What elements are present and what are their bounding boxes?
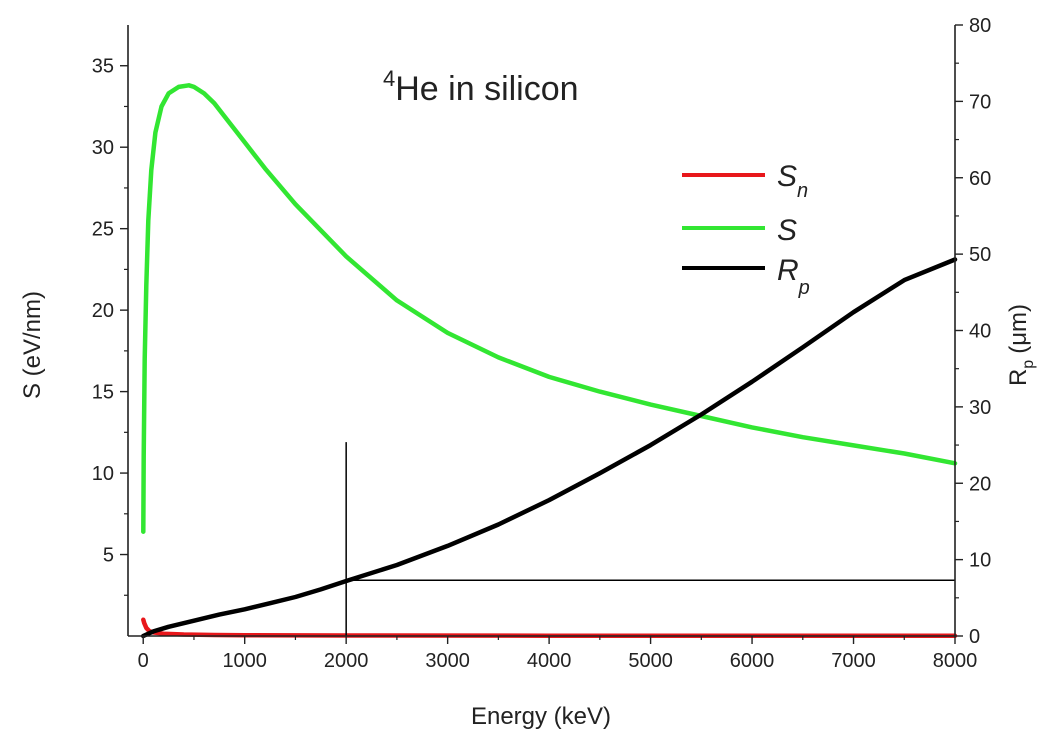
y-axis-title-right: Rp (μm) [1005, 304, 1037, 386]
x-axis-title: Energy (keV) [471, 703, 611, 730]
x-tick-label: 0 [138, 650, 149, 672]
title-text: He in silicon [395, 70, 578, 108]
y-right-tick-label: 80 [969, 15, 991, 37]
y-left-tick-label: 5 [103, 545, 114, 567]
series-lines [140, 83, 958, 639]
x-tick-label: 7000 [831, 650, 876, 672]
x-tick-label: 4000 [527, 650, 572, 672]
y-right-tick-label: 0 [969, 626, 980, 648]
x-tick-label: 3000 [425, 650, 470, 672]
y-right-tick-label: 40 [969, 321, 991, 343]
y-left-tick-label: 10 [92, 463, 114, 485]
y-left-tick-label: 35 [92, 56, 114, 78]
chart-title: 4He in silicon [383, 66, 579, 108]
y-right-tick-label: 30 [969, 397, 991, 419]
y-right-tick-label: 50 [969, 244, 991, 266]
x-tick-label: 2000 [324, 650, 369, 672]
y-right-tick-label: 20 [969, 473, 991, 495]
y-right-title-unit: (μm) [1005, 304, 1032, 354]
series-rp-line [140, 257, 958, 639]
legend-label-s: S [777, 214, 797, 247]
axes: 0 1000 2000 3000 4000 5000 6000 7000 8000 5 10 15 20… [92, 15, 992, 672]
legend-rp-sub: p [798, 277, 810, 299]
annotation-marker-lines [345, 442, 955, 636]
y-right-tick-label: 10 [969, 550, 991, 572]
y-left-tick-label: 20 [92, 300, 114, 322]
legend-label-sn: Sn [777, 160, 808, 202]
y-left-tick-label: 25 [92, 219, 114, 241]
y-axis-title-left: S (eV/nm) [19, 291, 46, 399]
series-sn-line [141, 617, 958, 639]
x-tick-label: 6000 [730, 650, 775, 672]
legend-sn-sub: n [797, 180, 808, 202]
y-right-title-sub: p [1020, 360, 1037, 369]
legend-label-rp: Rp [777, 254, 810, 299]
legend-sn-main: S [777, 160, 797, 193]
legend-rp-main: R [777, 254, 799, 287]
y-right-tick-label: 70 [969, 91, 991, 113]
x-tick-label: 1000 [222, 650, 267, 672]
series-s-line [141, 83, 958, 534]
legend: Sn S Rp [682, 160, 810, 299]
title-superscript: 4 [383, 66, 395, 91]
x-tick-label: 8000 [933, 650, 978, 672]
y-right-title-main: R [1005, 369, 1032, 386]
x-tick-label: 5000 [628, 650, 673, 672]
y-left-tick-label: 30 [92, 137, 114, 159]
y-left-tick-label: 15 [92, 382, 114, 404]
y-right-tick-label: 60 [969, 168, 991, 190]
